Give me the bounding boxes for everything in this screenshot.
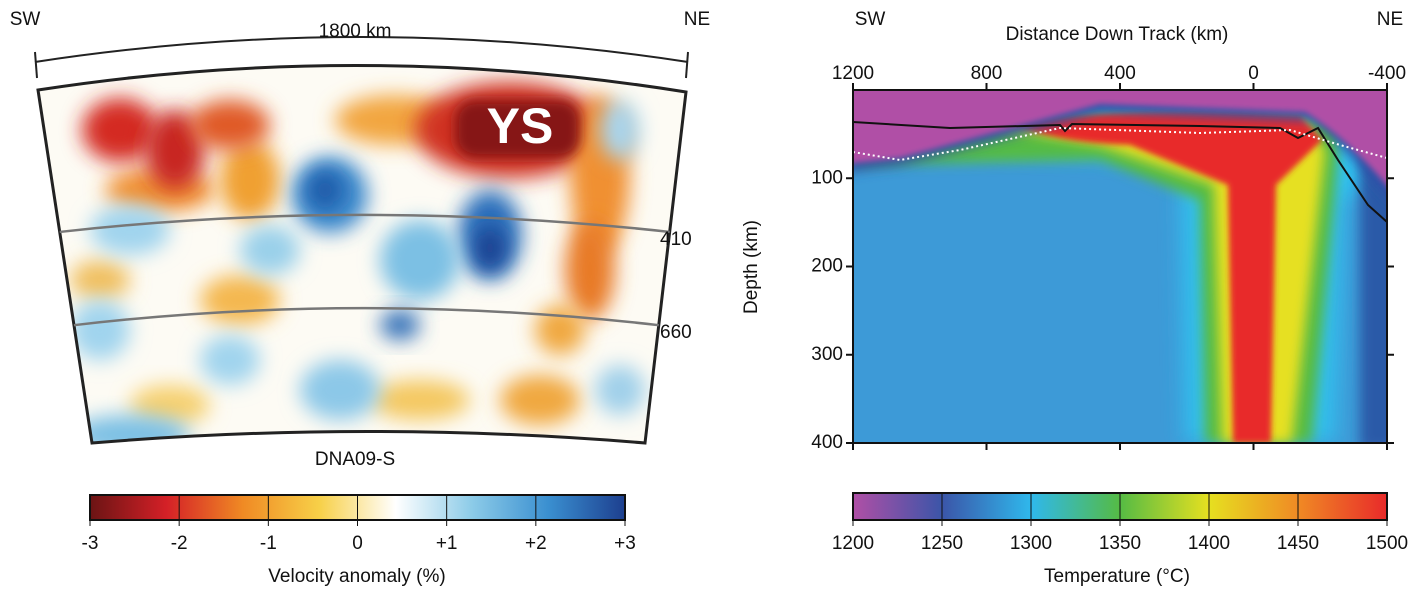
bracket-end — [685, 51, 689, 79]
anomaly-blob — [82, 98, 158, 162]
span-label: 1800 km — [319, 21, 392, 42]
colorbar-tick-label: -3 — [82, 533, 99, 554]
y-tick-label: 300 — [811, 344, 843, 365]
anomaly-blob — [200, 275, 280, 325]
bracket-end — [34, 51, 38, 79]
anomaly-blob — [240, 225, 300, 275]
model-label: DNA09-S — [315, 449, 395, 470]
y-tick-label: 200 — [811, 256, 843, 277]
corner-label: NE — [684, 9, 710, 30]
anomaly-blob — [475, 226, 505, 270]
anomaly-blob — [307, 170, 343, 210]
anomaly-blob — [535, 305, 585, 355]
corner-label: SW — [10, 9, 41, 30]
anomaly-core — [455, 100, 580, 158]
anomaly-blob — [70, 260, 130, 300]
anomaly-blob — [300, 360, 380, 420]
discontinuity-line — [59, 213, 670, 234]
anomaly-blob — [70, 300, 130, 360]
x-tick-label: 0 — [1248, 63, 1259, 84]
x-tick-label: 800 — [971, 63, 1003, 84]
field-region — [853, 90, 1387, 186]
discontinuity-label: 410 — [660, 229, 692, 250]
colorbar-tick-label: 1400 — [1188, 533, 1230, 554]
corner-label: NE — [1377, 9, 1403, 30]
colorbar-tick-label: 0 — [352, 533, 363, 554]
discontinuity-line — [73, 306, 659, 327]
anomaly-blob — [70, 415, 190, 443]
colorbar-tick-label: 1250 — [921, 533, 963, 554]
colorbar-tick-label: -2 — [171, 533, 188, 554]
anomaly-blob — [190, 100, 270, 150]
wedge-outline — [36, 64, 688, 445]
anomaly-blob — [600, 100, 640, 160]
colorbar-tick-label: 1200 — [832, 533, 874, 554]
colorbar-tick-label: 1300 — [1010, 533, 1052, 554]
span-bracket — [34, 36, 689, 63]
y-tick-label: 400 — [811, 432, 843, 453]
x-tick-label: 400 — [1104, 63, 1136, 84]
x-tick-label: 1200 — [832, 63, 874, 84]
anomaly-blob — [380, 220, 460, 300]
anomaly-blob — [90, 205, 170, 255]
y-tick-label: 100 — [811, 167, 843, 188]
colorbar-tick-label: 1500 — [1366, 533, 1408, 554]
x-tick-label: -400 — [1368, 63, 1406, 84]
anomaly-blob — [565, 220, 615, 320]
anomaly-blob — [220, 140, 280, 220]
x-axis-title: Distance Down Track (km) — [1006, 24, 1229, 45]
colorbar-tick-label: 1350 — [1099, 533, 1141, 554]
discontinuity-label: 660 — [660, 322, 692, 343]
corner-label: SW — [855, 9, 886, 30]
temperature-field — [853, 90, 1387, 443]
anomaly-blob — [200, 335, 260, 385]
tomography-image — [38, 65, 686, 443]
anomaly-blob — [370, 380, 470, 420]
contour-line — [853, 121, 1387, 223]
colorbar-title: Temperature (°C) — [1044, 566, 1190, 587]
colorbar-tick-label: +3 — [614, 533, 636, 554]
feature-label: YS — [487, 98, 554, 154]
colorbar-tick-label: +2 — [525, 533, 547, 554]
anomaly-blob — [380, 310, 420, 340]
anomaly-blob — [130, 385, 210, 425]
y-axis-title: Depth (km) — [741, 220, 762, 314]
anomaly-blob — [145, 110, 205, 190]
dotted-line — [853, 126, 1387, 162]
colorbar-tick-label: 1450 — [1277, 533, 1319, 554]
colorbar-title: Velocity anomaly (%) — [268, 566, 445, 587]
colorbar-tick-label: -1 — [260, 533, 277, 554]
anomaly-blob — [595, 365, 645, 415]
field-region — [1360, 150, 1387, 443]
colorbar-tick-label: +1 — [436, 533, 458, 554]
anomaly-blob — [500, 375, 580, 425]
field-region — [1010, 111, 1322, 443]
